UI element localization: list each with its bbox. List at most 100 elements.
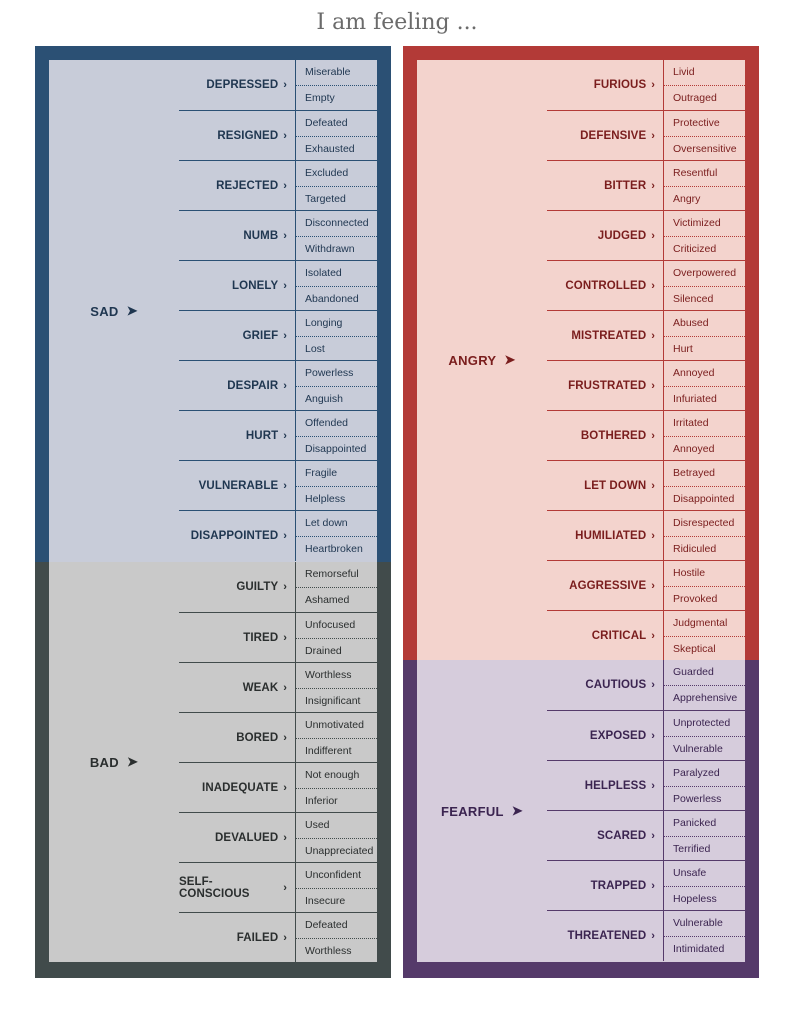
tertiary-emotion[interactable]: Paralyzed — [673, 767, 720, 779]
tertiary-emotion[interactable]: Ridiculed — [664, 536, 745, 561]
secondary-emotion[interactable]: HUMILIATED › — [547, 511, 663, 561]
tertiary-emotion[interactable]: Resentful — [673, 167, 718, 179]
secondary-emotion[interactable]: AGGRESSIVE › — [547, 561, 663, 611]
secondary-emotion[interactable]: LONELY › — [179, 261, 295, 311]
tertiary-emotion[interactable]: Defeated — [305, 117, 348, 129]
secondary-emotion[interactable]: BITTER › — [547, 161, 663, 211]
group-label-angry[interactable]: ANGRY ➤ — [417, 60, 547, 660]
secondary-emotion[interactable]: CAUTIOUS › — [547, 660, 663, 710]
secondary-emotion[interactable]: FURIOUS › — [547, 60, 663, 110]
tertiary-emotion[interactable]: Anguish — [296, 386, 377, 411]
tertiary-emotion[interactable]: Oversensitive — [664, 136, 745, 161]
tertiary-emotion[interactable]: Judgmental — [673, 617, 728, 629]
tertiary-emotion[interactable]: Empty — [296, 85, 377, 110]
secondary-emotion[interactable]: DEVALUED › — [179, 813, 295, 863]
secondary-emotion[interactable]: CRITICAL › — [547, 611, 663, 661]
secondary-emotion[interactable]: THREATENED › — [547, 911, 663, 961]
tertiary-emotion[interactable]: Unfocused — [305, 619, 356, 631]
secondary-emotion[interactable]: GUILTY › — [179, 562, 295, 612]
tertiary-emotion[interactable]: Withdrawn — [296, 236, 377, 261]
tertiary-emotion[interactable]: Disrespected — [673, 517, 735, 529]
tertiary-emotion[interactable]: Exhausted — [296, 136, 377, 161]
tertiary-emotion[interactable]: Angry — [664, 186, 745, 211]
tertiary-emotion[interactable]: Panicked — [673, 817, 717, 829]
secondary-emotion[interactable]: HURT › — [179, 411, 295, 461]
secondary-emotion[interactable]: DESPAIR › — [179, 361, 295, 411]
tertiary-emotion[interactable]: Longing — [305, 317, 343, 329]
secondary-emotion[interactable]: DEFENSIVE › — [547, 111, 663, 161]
tertiary-emotion[interactable]: Remorseful — [305, 568, 359, 580]
tertiary-emotion[interactable]: Worthless — [305, 669, 352, 681]
secondary-emotion[interactable]: FRUSTRATED › — [547, 361, 663, 411]
tertiary-emotion[interactable]: Targeted — [296, 186, 377, 211]
tertiary-emotion[interactable]: Protective — [673, 117, 720, 129]
tertiary-emotion[interactable]: Excluded — [305, 167, 349, 179]
tertiary-emotion[interactable]: Unconfident — [305, 869, 362, 881]
tertiary-emotion[interactable]: Indifferent — [296, 738, 377, 763]
secondary-emotion[interactable]: RESIGNED › — [179, 111, 295, 161]
tertiary-emotion[interactable]: Outraged — [664, 85, 745, 110]
tertiary-emotion[interactable]: Drained — [296, 638, 377, 663]
secondary-emotion[interactable]: GRIEF › — [179, 311, 295, 361]
tertiary-emotion[interactable]: Vulnerable — [664, 736, 745, 761]
tertiary-emotion[interactable]: Irritated — [673, 417, 709, 429]
tertiary-emotion[interactable]: Ashamed — [296, 587, 377, 612]
tertiary-emotion[interactable]: Intimidated — [664, 936, 745, 961]
tertiary-emotion[interactable]: Unsafe — [673, 867, 707, 879]
secondary-emotion[interactable]: WEAK › — [179, 663, 295, 713]
tertiary-emotion[interactable]: Betrayed — [673, 467, 716, 479]
tertiary-emotion[interactable]: Insignificant — [296, 688, 377, 713]
secondary-emotion[interactable]: REJECTED › — [179, 161, 295, 211]
secondary-emotion[interactable]: VULNERABLE › — [179, 461, 295, 511]
tertiary-emotion[interactable]: Helpless — [296, 486, 377, 511]
tertiary-emotion[interactable]: Let down — [305, 517, 348, 529]
group-label-fearful[interactable]: FEARFUL ➤ — [417, 660, 547, 962]
tertiary-emotion[interactable]: Defeated — [305, 919, 348, 931]
tertiary-emotion[interactable]: Livid — [673, 66, 695, 78]
tertiary-emotion[interactable]: Annoyed — [673, 367, 715, 379]
tertiary-emotion[interactable]: Insecure — [296, 888, 377, 913]
tertiary-emotion[interactable]: Disappointed — [664, 486, 745, 511]
tertiary-emotion[interactable]: Annoyed — [664, 436, 745, 461]
secondary-emotion[interactable]: TIRED › — [179, 613, 295, 663]
tertiary-emotion[interactable]: Disappointed — [296, 436, 377, 461]
secondary-emotion[interactable]: EXPOSED › — [547, 711, 663, 761]
secondary-emotion[interactable]: NUMB › — [179, 211, 295, 261]
secondary-emotion[interactable]: BORED › — [179, 713, 295, 763]
tertiary-emotion[interactable]: Skeptical — [664, 636, 745, 661]
secondary-emotion[interactable]: SELF-CONSCIOUS › — [179, 863, 295, 913]
tertiary-emotion[interactable]: Disconnected — [305, 217, 369, 229]
group-label-bad[interactable]: BAD ➤ — [49, 562, 179, 962]
tertiary-emotion[interactable]: Heartbroken — [296, 536, 377, 561]
secondary-emotion[interactable]: DEPRESSED › — [179, 60, 295, 110]
tertiary-emotion[interactable]: Apprehensive — [664, 685, 745, 710]
secondary-emotion[interactable]: DISAPPOINTED › — [179, 511, 295, 561]
tertiary-emotion[interactable]: Hopeless — [664, 886, 745, 911]
secondary-emotion[interactable]: HELPLESS › — [547, 761, 663, 811]
tertiary-emotion[interactable]: Powerless — [305, 367, 354, 379]
tertiary-emotion[interactable]: Offended — [305, 417, 349, 429]
secondary-emotion[interactable]: JUDGED › — [547, 211, 663, 261]
tertiary-emotion[interactable]: Terrified — [664, 836, 745, 861]
secondary-emotion[interactable]: INADEQUATE › — [179, 763, 295, 813]
tertiary-emotion[interactable]: Unappreciated — [296, 838, 377, 863]
group-label-sad[interactable]: SAD ➤ — [49, 60, 179, 562]
tertiary-emotion[interactable]: Guarded — [673, 666, 714, 678]
tertiary-emotion[interactable]: Used — [305, 819, 330, 831]
secondary-emotion[interactable]: MISTREATED › — [547, 311, 663, 361]
tertiary-emotion[interactable]: Not enough — [305, 769, 360, 781]
tertiary-emotion[interactable]: Miserable — [305, 66, 351, 78]
tertiary-emotion[interactable]: Silenced — [664, 286, 745, 311]
secondary-emotion[interactable]: SCARED › — [547, 811, 663, 861]
tertiary-emotion[interactable]: Lost — [296, 336, 377, 361]
tertiary-emotion[interactable]: Isolated — [305, 267, 342, 279]
secondary-emotion[interactable]: FAILED › — [179, 913, 295, 963]
secondary-emotion[interactable]: CONTROLLED › — [547, 261, 663, 311]
tertiary-emotion[interactable]: Abandoned — [296, 286, 377, 311]
tertiary-emotion[interactable]: Overpowered — [673, 267, 737, 279]
tertiary-emotion[interactable]: Powerless — [664, 786, 745, 811]
tertiary-emotion[interactable]: Provoked — [664, 586, 745, 611]
tertiary-emotion[interactable]: Unprotected — [673, 717, 731, 729]
tertiary-emotion[interactable]: Fragile — [305, 467, 338, 479]
tertiary-emotion[interactable]: Hostile — [673, 567, 706, 579]
